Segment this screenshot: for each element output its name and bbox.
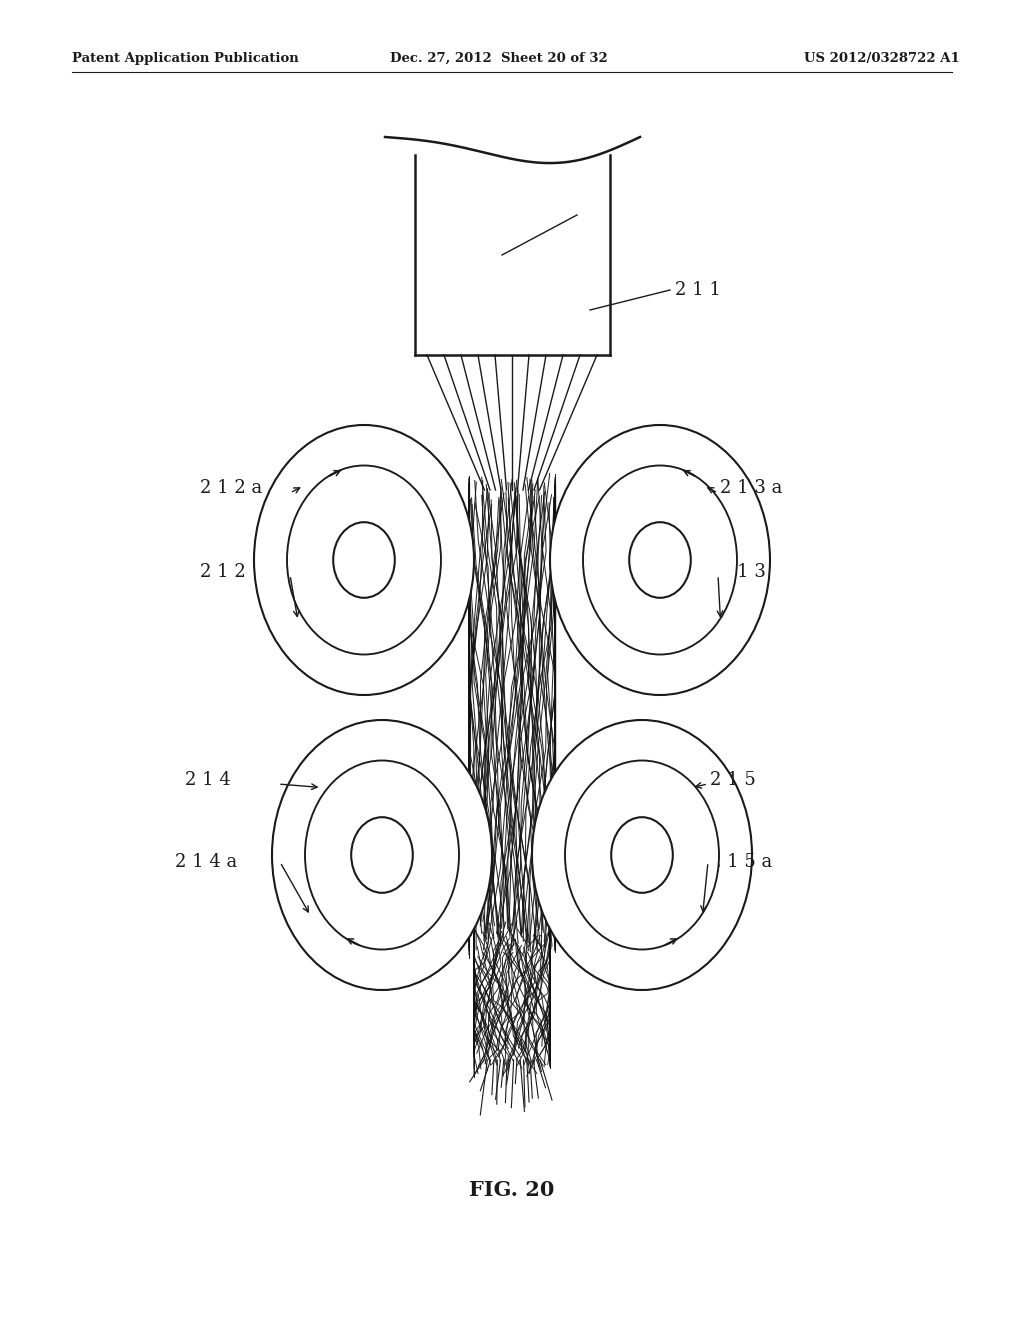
Text: FIG. 20: FIG. 20: [469, 1180, 555, 1200]
Text: 2 1 5: 2 1 5: [710, 771, 756, 789]
Text: Dec. 27, 2012  Sheet 20 of 32: Dec. 27, 2012 Sheet 20 of 32: [390, 51, 608, 65]
Ellipse shape: [583, 466, 737, 655]
Text: 2 1 3 a: 2 1 3 a: [720, 479, 782, 498]
Text: Patent Application Publication: Patent Application Publication: [72, 51, 299, 65]
Ellipse shape: [629, 523, 691, 598]
Ellipse shape: [532, 719, 752, 990]
Ellipse shape: [272, 719, 492, 990]
Ellipse shape: [550, 425, 770, 696]
Text: 2 1 1: 2 1 1: [675, 281, 721, 300]
Text: 2 1 4 a: 2 1 4 a: [175, 853, 238, 871]
Text: 2 1 2 a: 2 1 2 a: [200, 479, 262, 498]
Ellipse shape: [333, 523, 395, 598]
Text: 2 1 5 a: 2 1 5 a: [710, 853, 772, 871]
Text: 2 1 2: 2 1 2: [200, 564, 246, 581]
Ellipse shape: [611, 817, 673, 892]
Ellipse shape: [565, 760, 719, 949]
Ellipse shape: [305, 760, 459, 949]
Ellipse shape: [287, 466, 441, 655]
Text: 2 1 3: 2 1 3: [720, 564, 766, 581]
Ellipse shape: [254, 425, 474, 696]
Text: 2 1 4: 2 1 4: [185, 771, 230, 789]
Text: US 2012/0328722 A1: US 2012/0328722 A1: [804, 51, 961, 65]
Ellipse shape: [351, 817, 413, 892]
